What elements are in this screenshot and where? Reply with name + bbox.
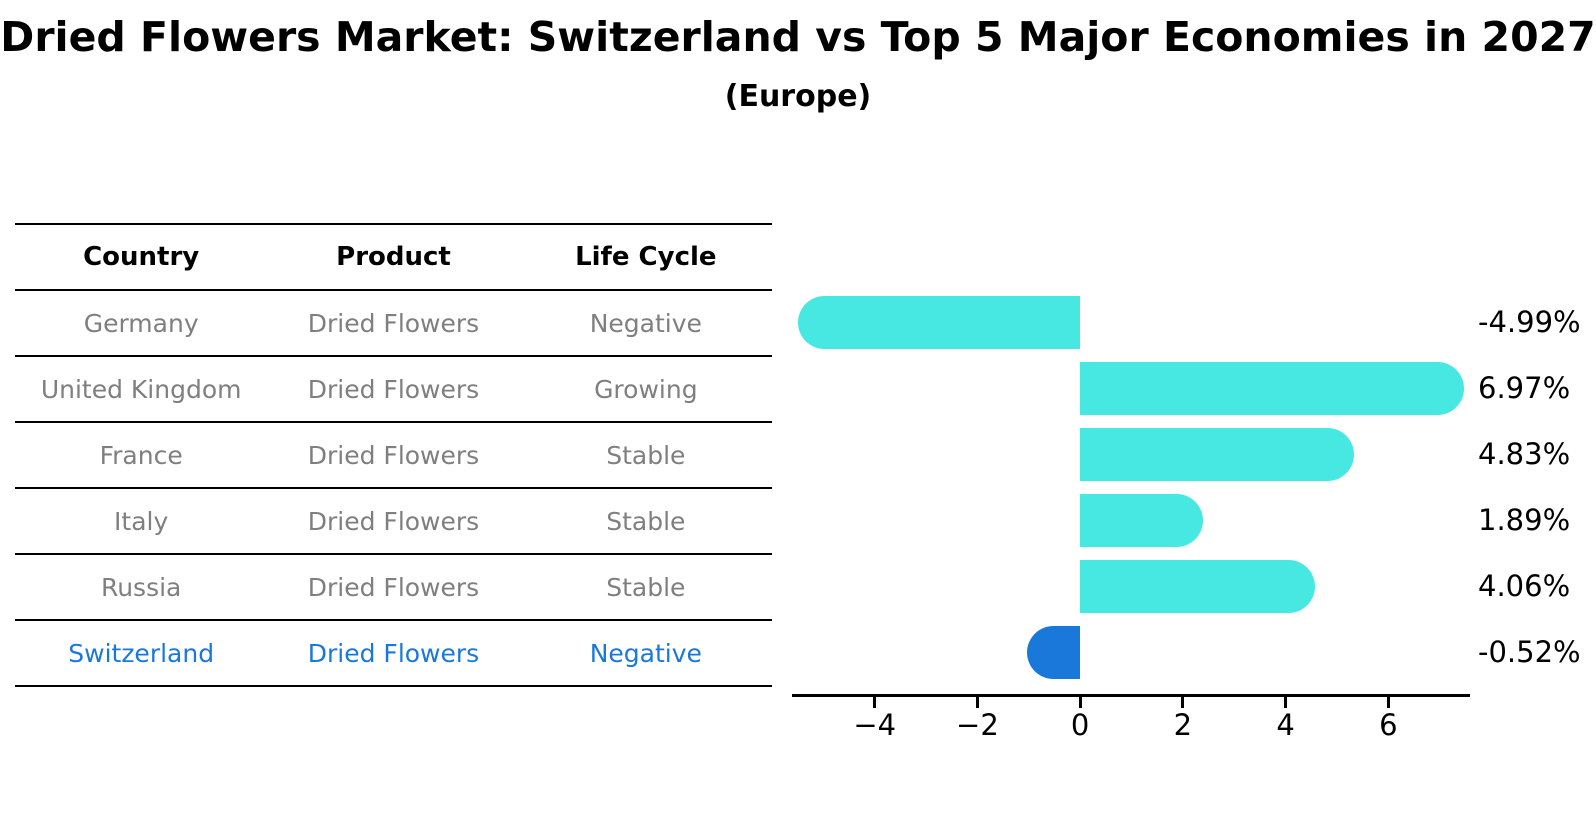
bar-switzerland <box>1027 625 1081 679</box>
column-header-country: Country <box>83 242 200 272</box>
bar-italy <box>1080 493 1204 547</box>
cell-france-life-cycle: Stable <box>606 440 686 470</box>
cell-germany-life-cycle: Negative <box>589 308 702 338</box>
cell-united-kingdom-product: Dried Flowers <box>307 374 480 404</box>
x-axis-line <box>792 694 1470 697</box>
value-label-united-kingdom: 6.97% <box>1478 371 1571 405</box>
cell-germany-product: Dried Flowers <box>307 308 480 338</box>
bar-germany <box>797 295 1081 349</box>
cell-russia-life-cycle: Stable <box>606 572 686 602</box>
column-header-product: Product <box>336 242 451 272</box>
bar-united-kingdom <box>1080 361 1465 415</box>
chart-title: Dried Flowers Market: Switzerland vs Top… <box>0 13 1596 61</box>
table-row-germany: Germany Dried Flowers Negative <box>15 291 772 357</box>
table-header-row: Country Product Life Cycle <box>15 225 772 291</box>
cell-switzerland-country: Switzerland <box>68 638 215 668</box>
x-tick-neg4 <box>873 697 877 708</box>
value-label-france: 4.83% <box>1478 437 1571 471</box>
cell-united-kingdom-life-cycle: Growing <box>594 374 698 404</box>
value-label-russia: 4.06% <box>1478 569 1571 603</box>
value-label-germany: -4.99% <box>1478 305 1581 339</box>
cell-france-country: France <box>99 440 183 470</box>
table-row-united-kingdom: United Kingdom Dried Flowers Growing <box>15 357 772 423</box>
cell-germany-country: Germany <box>83 308 199 338</box>
cell-russia-product: Dried Flowers <box>307 572 480 602</box>
bar-france <box>1080 427 1355 481</box>
x-tick-label-4: 4 <box>1276 708 1295 742</box>
x-tick-label-neg2: −2 <box>956 708 999 742</box>
table-row-italy: Italy Dried Flowers Stable <box>15 489 772 555</box>
cell-switzerland-life-cycle: Negative <box>589 638 702 668</box>
value-label-italy: 1.89% <box>1478 503 1571 537</box>
column-header-life-cycle: Life Cycle <box>575 242 717 272</box>
value-label-switzerland: -0.52% <box>1478 635 1581 669</box>
x-tick-label-neg4: −4 <box>853 708 897 742</box>
table-row-switzerland: Switzerland Dried Flowers Negative <box>15 621 772 687</box>
cell-italy-product: Dried Flowers <box>307 506 480 536</box>
cell-russia-country: Russia <box>100 572 182 602</box>
cell-france-product: Dried Flowers <box>307 440 480 470</box>
x-tick-2 <box>1181 697 1185 708</box>
x-tick-label-6: 6 <box>1379 708 1398 742</box>
cell-italy-country: Italy <box>114 506 169 536</box>
chart-subtitle: (Europe) <box>724 79 872 114</box>
x-tick-4 <box>1284 697 1288 708</box>
table-row-russia: Russia Dried Flowers Stable <box>15 555 772 621</box>
x-tick-0 <box>1078 697 1082 708</box>
x-tick-label-2: 2 <box>1173 708 1193 742</box>
cell-italy-life-cycle: Stable <box>606 506 686 536</box>
x-tick-neg2 <box>975 697 979 708</box>
table-row-france: France Dried Flowers Stable <box>15 423 772 489</box>
cell-switzerland-product: Dried Flowers <box>307 638 480 668</box>
bar-russia <box>1080 559 1315 613</box>
x-tick-label-0: 0 <box>1070 708 1090 742</box>
country-table: Country Product Life Cycle Germany Dried Flo… <box>15 223 772 687</box>
x-tick-6 <box>1386 697 1390 708</box>
cell-united-kingdom-country: United Kingdom <box>40 374 242 404</box>
